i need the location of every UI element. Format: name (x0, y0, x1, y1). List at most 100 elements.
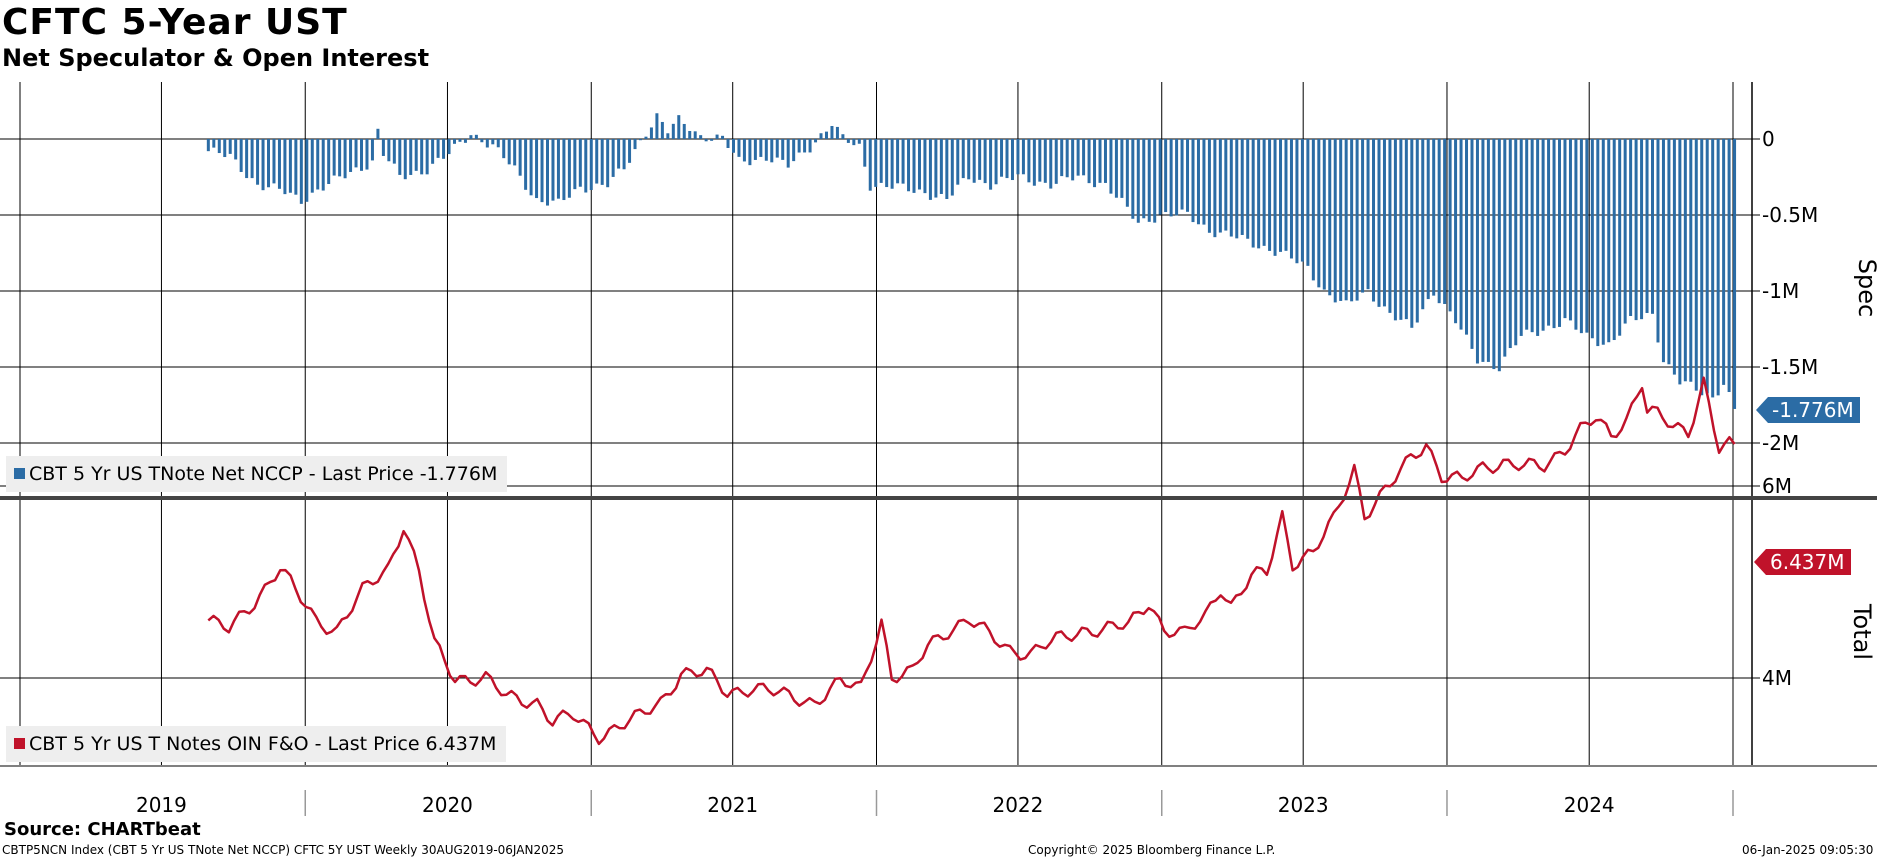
spec-bar (496, 139, 500, 148)
spec-bar (1027, 139, 1031, 183)
spec-bar (1257, 139, 1261, 249)
spec-bar (513, 139, 517, 166)
spec-bar (742, 139, 746, 162)
spec-bar (1284, 139, 1288, 251)
spec-bar (830, 126, 834, 139)
spec-bar (349, 139, 353, 172)
spec-bar (874, 139, 878, 187)
spec-bar (1382, 139, 1386, 307)
spec-bar (1060, 139, 1064, 177)
spec-bar (1114, 139, 1118, 198)
spec-bar (1448, 139, 1452, 312)
spec-bar (1098, 139, 1102, 183)
spec-bar (1333, 139, 1337, 303)
spec-bar (1661, 139, 1665, 363)
spec-bar (491, 139, 495, 145)
spec-bar (1486, 139, 1490, 362)
spec-bar (1229, 139, 1233, 237)
spec-bar (819, 133, 823, 139)
spec-bar (469, 135, 473, 139)
spec-bar (398, 139, 402, 175)
spec-bar (1683, 139, 1687, 382)
spec-bar (365, 139, 369, 170)
spec-bar (420, 139, 424, 175)
spec-bar (1612, 139, 1616, 341)
spec-bar (1525, 139, 1529, 330)
spec-bar (1000, 139, 1004, 177)
spec-bar (1393, 139, 1397, 321)
spec-bar (1317, 139, 1321, 288)
chart-title: CFTC 5-Year UST (2, 2, 348, 43)
spec-bar (1700, 139, 1704, 396)
spec-bar (551, 139, 555, 201)
spec-bar (994, 139, 998, 185)
spec-bar (1049, 139, 1053, 189)
axes-layer: 0 -0.5M -1M -1.5M -2M 4M 6M 2019 2020 2021 2022 202… (0, 82, 1877, 817)
spec-bar (1339, 139, 1343, 301)
spec-bar (885, 139, 889, 188)
legend-oi-text: CBT 5 Yr US T Notes OIN F&O - Last Price… (29, 733, 497, 755)
spec-bar (983, 139, 987, 184)
spec-bar (737, 139, 741, 157)
spec-bar (978, 139, 982, 180)
spec-bar (578, 139, 582, 187)
timestamp: 06-Jan-2025 09:05:30 (1742, 843, 1874, 857)
spec-bar (1076, 139, 1080, 176)
spec-bar (474, 134, 478, 139)
chart-subtitle: Net Speculator & Open Interest (2, 44, 430, 72)
spec-bar (1618, 139, 1622, 336)
spec-bar (699, 135, 703, 139)
y-tick-label-spec: -1M (1762, 279, 1799, 303)
spec-bar (1147, 139, 1151, 222)
spec-bar (1038, 139, 1042, 182)
spec-bar (956, 139, 960, 185)
spec-bar (294, 139, 298, 195)
spec-bar (1251, 139, 1255, 248)
spec-bar (1590, 139, 1594, 339)
spec-bar (1054, 139, 1058, 184)
spec-bar (562, 139, 566, 201)
spec-bar (1645, 139, 1649, 313)
spec-bar (781, 139, 785, 160)
spec-bar (1404, 139, 1408, 320)
spec-bar (1300, 139, 1304, 262)
spec-bar (1087, 139, 1091, 184)
spec-bar (1109, 139, 1113, 194)
spec-bar (655, 113, 659, 139)
spec-bar (726, 139, 730, 148)
spec-bar (660, 121, 664, 139)
spec-bar (1711, 139, 1715, 398)
spec-bar (1437, 139, 1441, 304)
spec-bar (1093, 139, 1097, 188)
spec-bar (1350, 139, 1354, 302)
spec-bar (644, 136, 648, 139)
spec-bar (1705, 139, 1709, 394)
spec-bar (1268, 139, 1272, 251)
spec-bar (846, 139, 850, 143)
spec-bar (682, 123, 686, 139)
spec-bar (1475, 139, 1479, 364)
spec-bar (234, 139, 238, 160)
spec-bar (245, 139, 249, 179)
spec-bar (431, 139, 435, 164)
x-tick-label-2024: 2024 (1564, 793, 1615, 817)
spec-bar (1634, 139, 1638, 321)
spec-bar (879, 139, 883, 183)
spec-bar (896, 139, 900, 184)
spec-bar (967, 139, 971, 180)
spec-bar (1311, 139, 1315, 281)
spec-bar (890, 139, 894, 189)
spec-bar (1727, 139, 1731, 393)
spec-bar (775, 139, 779, 158)
spec-bar (310, 139, 314, 193)
spec-bar (305, 139, 309, 202)
spec-bar (901, 139, 905, 184)
spec-bar (1481, 139, 1485, 362)
spec-bar (212, 139, 216, 148)
spec-bar (1465, 139, 1469, 335)
spec-bar (545, 139, 549, 206)
spec-bar (1065, 139, 1069, 178)
spec-bar (573, 139, 577, 190)
spec-bar (1295, 139, 1299, 264)
spec-bar (239, 139, 243, 172)
